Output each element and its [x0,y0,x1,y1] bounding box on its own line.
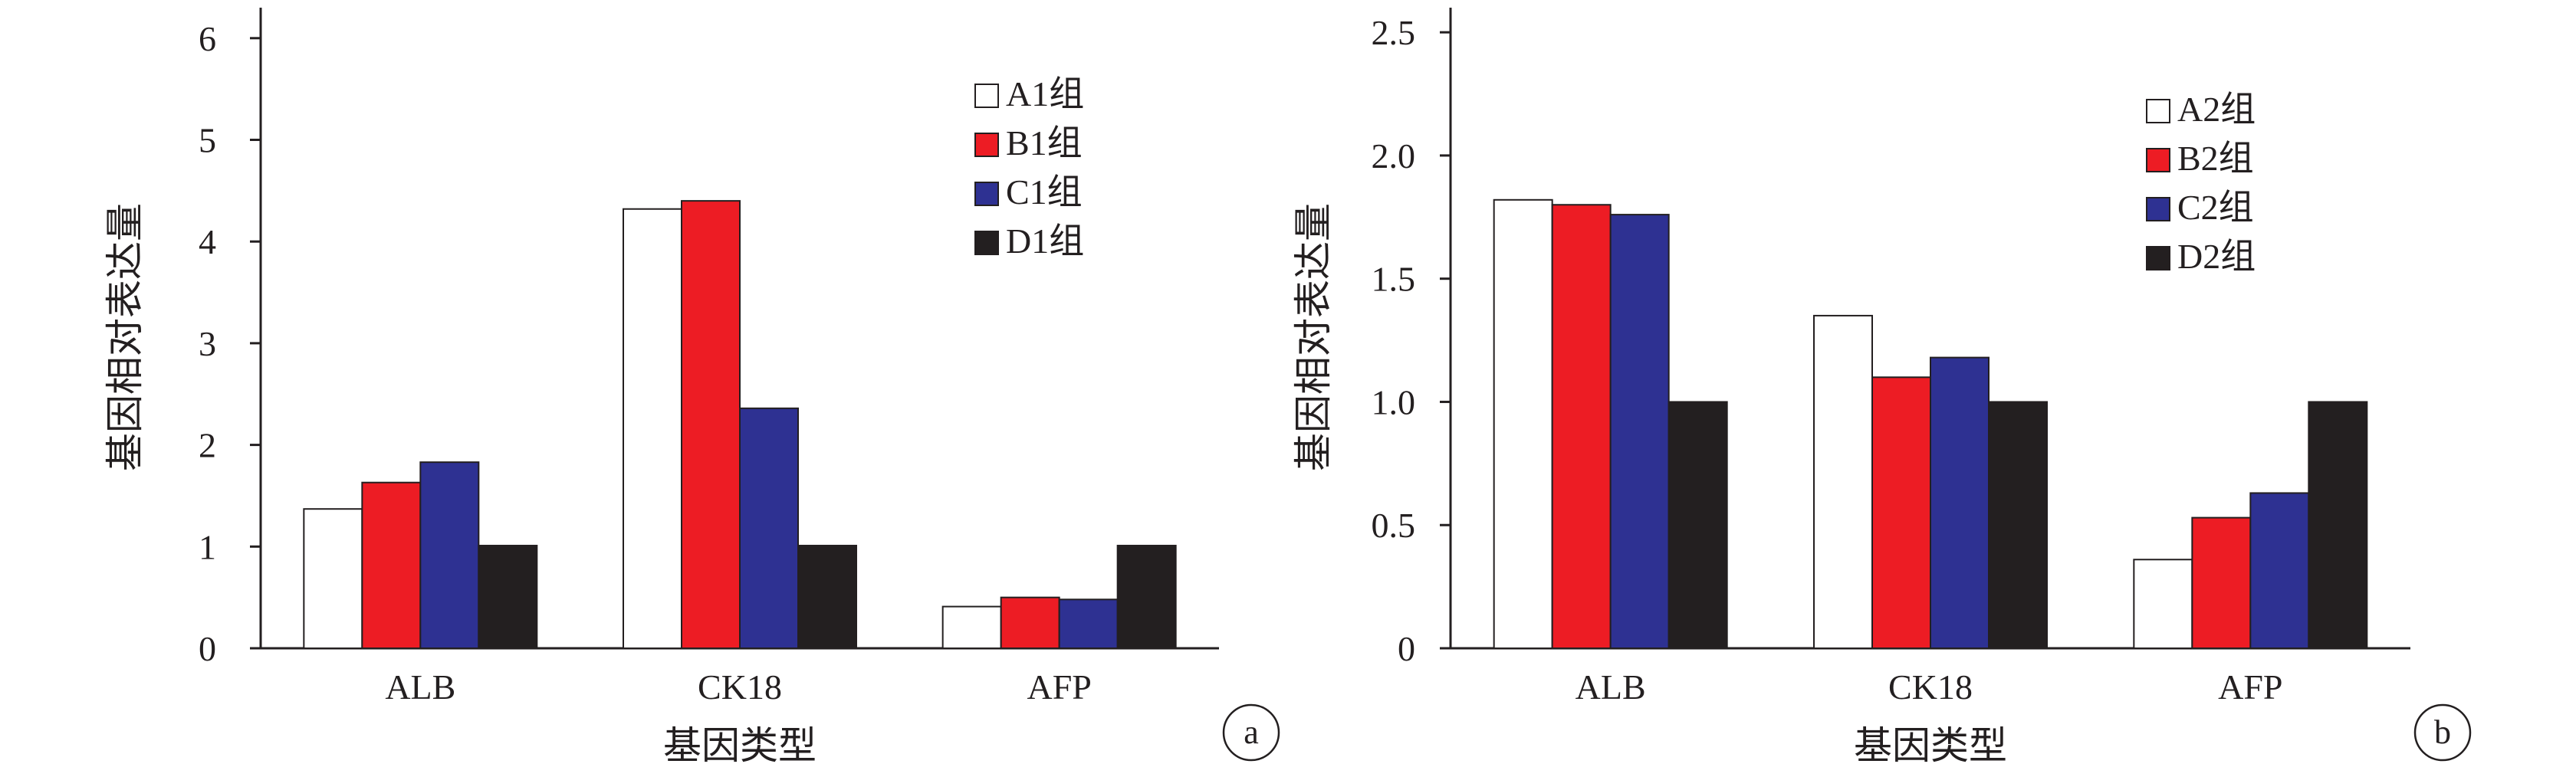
legend-label: D2组 [2177,237,2256,276]
y-tick-label: 1.5 [1372,260,1416,299]
legend-label: A2组 [2177,90,2256,129]
y-axis-label: 基因相对表达量 [104,203,146,471]
bar-afp-series-2 [2191,516,2252,649]
bar-afp-series-4 [1116,544,1177,649]
bar-alb-series-4 [1668,401,1728,649]
chart-panel-a: 0 1 2 3 4 5 6 基因相对表达量 ALB CK18 AFP 基因类型 A1组 B1组 C1组 D1组… [104,8,1280,767]
bar-alb-series-2 [361,481,422,650]
bar-alb-series-1 [303,508,363,650]
bar-ck18-series-2 [681,200,741,649]
legend-label: B2组 [2177,139,2254,178]
bar-ck18-series-2 [1871,376,1931,649]
bar-afp-series-2 [1000,596,1060,650]
y-tick-label: 3 [199,324,216,363]
y-tick-label: 5 [199,121,216,160]
bar-afp-series-3 [2249,492,2310,650]
x-tick-label: AFP [1027,667,1091,707]
y-axis-label: 基因相对表达量 [1292,203,1335,471]
bar-ck18-series-1 [623,208,682,649]
y-tick-label: 0 [199,629,216,668]
panel-label: b [2434,713,2451,751]
bar-afp-series-4 [2308,401,2368,649]
bar-ck18-series-3 [739,407,799,649]
x-axis-label: 基因类型 [1854,724,2007,767]
bar-ck18-series-4 [1988,401,2048,649]
y-tick-label: 2.5 [1372,13,1416,52]
bar-alb-series-4 [478,544,538,649]
legend-label: C1组 [1006,172,1083,211]
panel-label-circle [2413,703,2472,762]
x-tick-label: CK18 [1888,667,1973,707]
x-tick-label: AFP [2218,667,2282,707]
legend-swatch [2146,148,2170,172]
bar-alb-series-3 [1609,214,1670,650]
chart-panel-b: 0 0.5 1.0 1.5 2.0 2.5 基因相对表达量 ALB CK18 AFP 基因类型 A2组… [1292,8,2472,767]
bar-ck18-series-1 [1813,314,1873,649]
bar-ck18-series-3 [1930,356,1990,649]
panel-label-circle [1222,703,1280,762]
legend-swatch [2146,99,2170,123]
legend-swatch [2146,197,2170,221]
legend-swatch [974,231,999,255]
bar-alb-series-3 [419,461,480,650]
legend-swatch [2146,246,2170,270]
y-tick-label: 0 [1398,629,1415,668]
legend-label: B1组 [1006,123,1083,162]
bar-alb-series-1 [1493,198,1553,649]
y-tick-label: 2 [199,426,216,465]
bar-afp-series-1 [2133,559,2193,649]
legend-label: A1组 [1006,74,1084,113]
legend-swatch [974,133,999,157]
y-tick-label: 1.0 [1372,382,1416,421]
x-tick-label: ALB [1576,667,1646,707]
bar-alb-series-2 [1551,204,1612,649]
x-tick-label: ALB [385,667,455,707]
y-tick-label: 0.5 [1372,506,1416,545]
x-axis-label: 基因类型 [663,724,816,767]
panel-label: a [1244,713,1259,751]
y-tick-label: 4 [199,222,216,261]
y-tick-label: 2.0 [1372,136,1416,175]
legend-swatch [974,84,999,108]
bar-afp-series-3 [1058,598,1119,649]
legend-label: D1组 [1006,221,1084,261]
y-tick-label: 1 [199,527,216,566]
bar-afp-series-1 [941,605,1002,649]
x-tick-label: CK18 [698,667,782,707]
y-tick-label: 6 [199,19,216,58]
legend-label: C2组 [2177,188,2254,227]
bar-ck18-series-4 [797,544,857,649]
legend-swatch [974,182,999,206]
